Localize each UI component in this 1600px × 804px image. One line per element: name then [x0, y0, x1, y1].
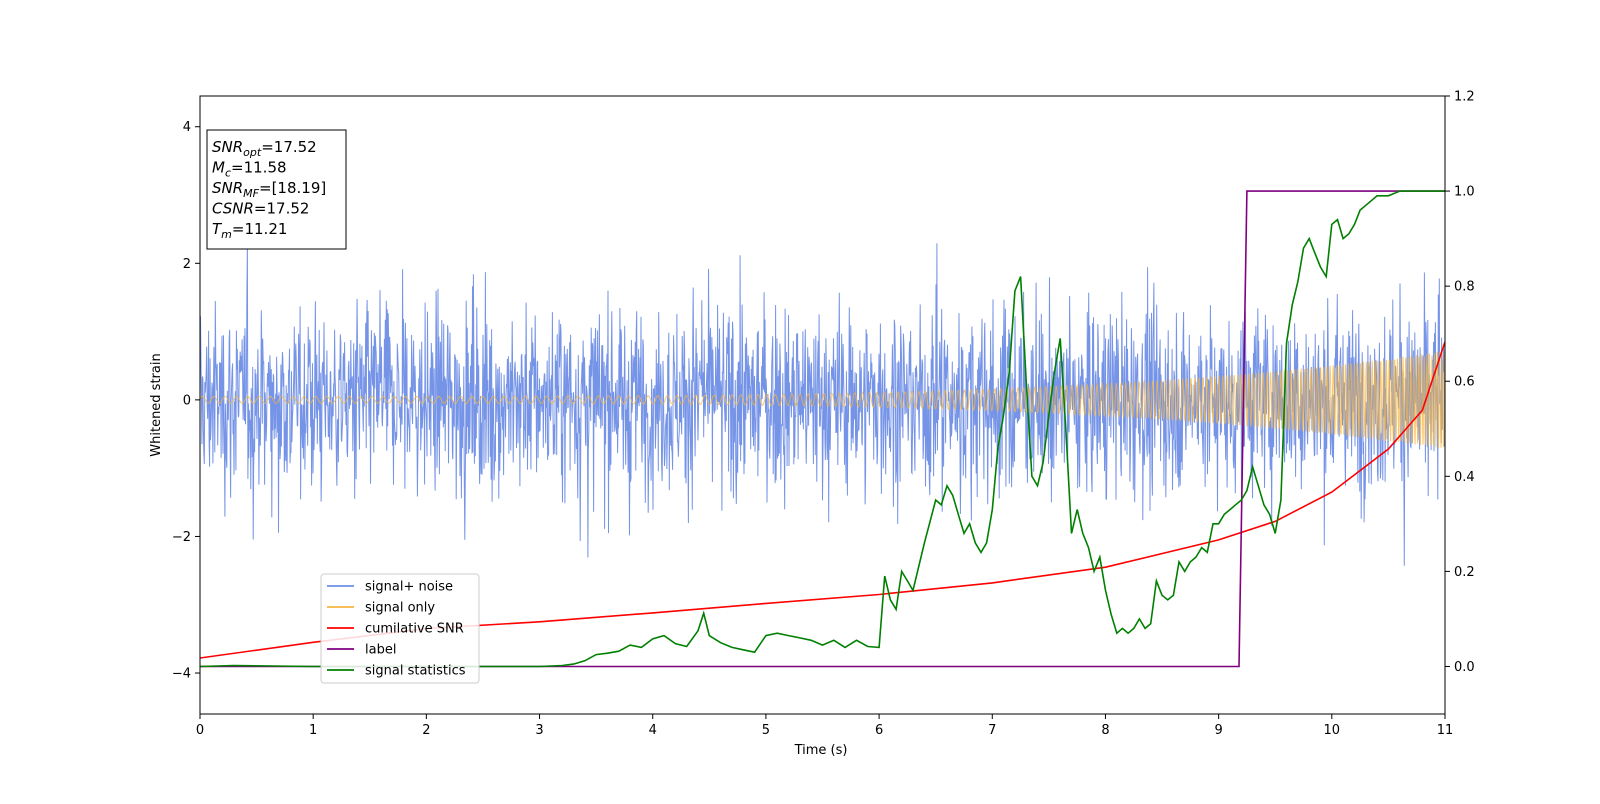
series-signal-plus-noise [200, 243, 1445, 566]
x-tick-label: 0 [196, 723, 204, 738]
y-right-tick-label: 1.0 [1454, 185, 1475, 200]
y-left-tick-label: 4 [183, 120, 191, 135]
x-tick-label: 3 [535, 723, 543, 738]
series-label [200, 190, 1445, 668]
y-axis-label: Whitened strain [149, 353, 164, 456]
legend-entry: signal statistics [365, 664, 466, 679]
x-axis-label: Time (s) [794, 743, 848, 758]
y-left-tick-label: 0 [183, 393, 191, 408]
legend-frame [320, 573, 480, 684]
x-tick-label: 1 [309, 723, 317, 738]
legend-entry: signal only [365, 601, 435, 616]
stats-box-frame [206, 129, 347, 250]
series-signal-only [200, 351, 1445, 449]
x-tick-label: 2 [422, 723, 430, 738]
y-right-tick-label: 0.0 [1454, 660, 1475, 675]
x-tick-label: 4 [649, 723, 657, 738]
stats-box-line: Mc=11.58 [212, 159, 287, 180]
x-tick-label: 5 [762, 723, 770, 738]
y-right-tick-label: 1.2 [1454, 90, 1475, 105]
y-right-tick-label: 0.6 [1454, 375, 1475, 390]
y-left-tick-label: −4 [172, 667, 191, 682]
legend-entry: label [365, 643, 396, 658]
series-layer [200, 190, 1445, 668]
x-tick-label: 11 [1437, 723, 1454, 738]
stats-box: SNRopt=17.52Mc=11.58SNRMF=[18.19]CSNR=17… [206, 129, 347, 250]
legend-entry: signal+ noise [365, 580, 453, 595]
y-right-tick-label: 0.8 [1454, 280, 1475, 295]
y-left-tick-label: 2 [183, 257, 191, 272]
y-left-tick-label: −2 [172, 530, 191, 545]
x-tick-label: 9 [1214, 723, 1222, 738]
x-tick-label: 10 [1324, 723, 1341, 738]
stats-box-line: Tm=11.21 [212, 220, 287, 241]
x-tick-label: 8 [1101, 723, 1109, 738]
x-tick-label: 6 [875, 723, 883, 738]
ticks-layer: 0 1 2 3 4 5 6 7 8 9 10 11 −4 −2 0 2 4 0.0 0.2 0.4 0.6 0.8 1.0 1… [172, 90, 1475, 739]
series-signal-statistics [200, 190, 1445, 668]
stats-box-line: SNRopt=17.52 [212, 138, 317, 159]
y-right-tick-label: 0.2 [1454, 565, 1475, 580]
legend-entry: cumilative SNR [365, 622, 464, 637]
legend: signal+ noise signal only cumilative SNR la… [320, 573, 480, 684]
x-tick-label: 7 [988, 723, 996, 738]
y-right-tick-label: 0.4 [1454, 470, 1475, 485]
stats-box-line: CSNR=17.52 [212, 200, 309, 218]
stats-box-line: SNRMF=[18.19] [212, 179, 326, 200]
plot-frame [199, 95, 1446, 715]
